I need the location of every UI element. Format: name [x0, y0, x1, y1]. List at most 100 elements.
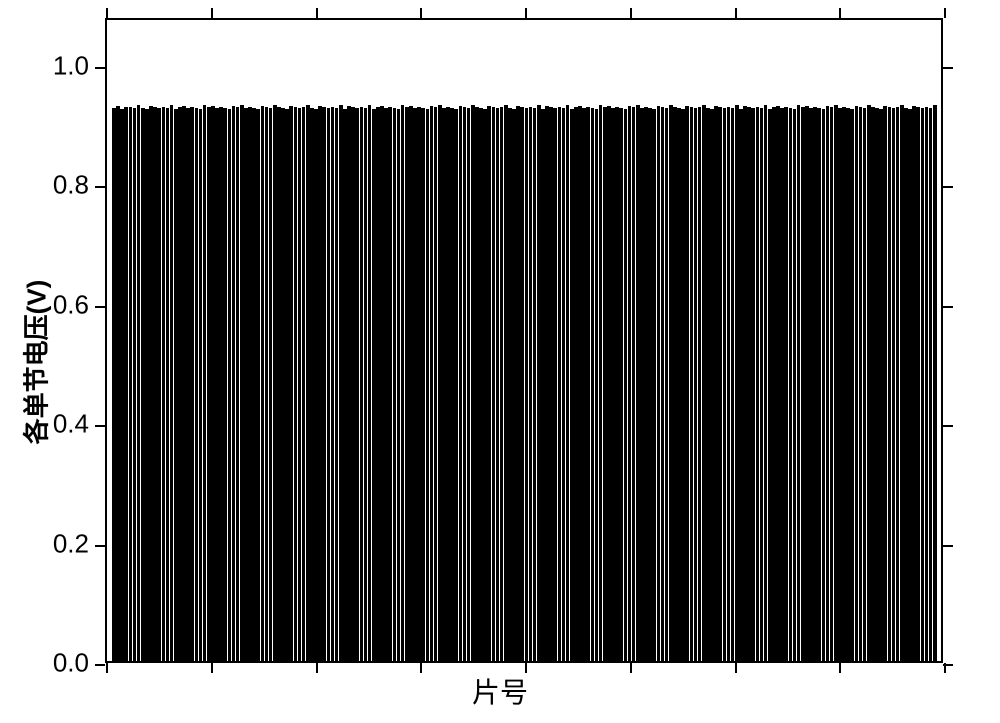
bar	[417, 107, 421, 661]
bar	[875, 108, 879, 661]
bar	[826, 106, 830, 661]
bar	[805, 106, 809, 661]
bar	[446, 107, 450, 661]
bar	[149, 106, 153, 661]
bar	[504, 105, 508, 661]
y-tick-label: 0.2	[53, 528, 89, 559]
bar	[426, 109, 430, 661]
bar	[784, 107, 788, 661]
bar	[322, 107, 326, 661]
bar	[599, 105, 603, 661]
bar	[137, 105, 141, 661]
bar	[281, 108, 285, 661]
bar	[657, 106, 661, 661]
bar	[685, 106, 689, 661]
bar	[871, 107, 875, 661]
bar	[545, 106, 549, 661]
bar	[438, 105, 442, 661]
bar	[698, 107, 702, 661]
y-tick	[943, 67, 953, 69]
bar	[166, 108, 170, 661]
bar	[380, 106, 384, 661]
bar	[863, 108, 867, 661]
bar	[442, 108, 446, 661]
x-tick	[525, 8, 527, 18]
bar	[162, 107, 166, 661]
bar	[289, 106, 293, 661]
bar	[388, 107, 392, 661]
bar	[331, 107, 335, 661]
bar	[285, 109, 289, 661]
bar	[273, 105, 277, 661]
bar	[405, 107, 409, 661]
bar	[203, 105, 207, 661]
bar	[644, 107, 648, 661]
bar	[813, 107, 817, 661]
bar	[929, 108, 933, 661]
bar	[314, 109, 318, 661]
x-tick	[735, 8, 737, 18]
bar	[174, 109, 178, 661]
bars-container	[112, 20, 936, 661]
x-tick	[735, 663, 737, 673]
bar	[211, 106, 215, 661]
y-tick	[95, 186, 105, 188]
bar	[306, 105, 310, 661]
bar	[570, 109, 574, 661]
bar	[553, 108, 557, 661]
bar	[120, 109, 124, 661]
bar	[574, 107, 578, 661]
bar	[793, 109, 797, 661]
bar	[681, 109, 685, 661]
x-tick	[420, 663, 422, 673]
bar	[772, 107, 776, 661]
bar	[768, 109, 772, 661]
x-tick	[839, 8, 841, 18]
bar	[578, 106, 582, 661]
y-tick-label: 1.0	[53, 50, 89, 81]
bar	[888, 107, 892, 661]
x-tick	[420, 8, 422, 18]
bar	[541, 109, 545, 661]
bar	[603, 107, 607, 661]
bar	[846, 108, 850, 661]
y-tick	[943, 306, 953, 308]
y-tick	[943, 425, 953, 427]
x-tick	[839, 663, 841, 673]
bar	[619, 108, 623, 661]
bar	[611, 108, 615, 661]
bar	[586, 107, 590, 661]
bar	[265, 107, 269, 661]
bar	[921, 108, 925, 661]
x-tick	[106, 663, 108, 673]
bar	[240, 105, 244, 661]
x-tick	[211, 8, 213, 18]
bar	[896, 107, 900, 661]
bar	[904, 108, 908, 661]
bar	[347, 106, 351, 661]
bar	[789, 108, 793, 661]
bar	[867, 105, 871, 661]
y-tick	[95, 545, 105, 547]
x-tick	[211, 663, 213, 673]
bar	[199, 109, 203, 661]
bar	[236, 107, 240, 661]
bar	[727, 107, 731, 661]
bar	[252, 108, 256, 661]
bar	[908, 109, 912, 661]
bar	[269, 108, 273, 661]
bar	[463, 107, 467, 661]
bar	[916, 107, 920, 661]
bar	[277, 107, 281, 661]
bar	[294, 107, 298, 661]
bar	[355, 108, 359, 661]
bar	[520, 107, 524, 661]
bar	[479, 108, 483, 661]
bar	[537, 105, 541, 661]
bar	[232, 106, 236, 661]
bar	[409, 106, 413, 661]
y-tick	[95, 306, 105, 308]
x-tick	[944, 8, 946, 18]
bar	[533, 108, 537, 661]
bar	[364, 108, 368, 661]
